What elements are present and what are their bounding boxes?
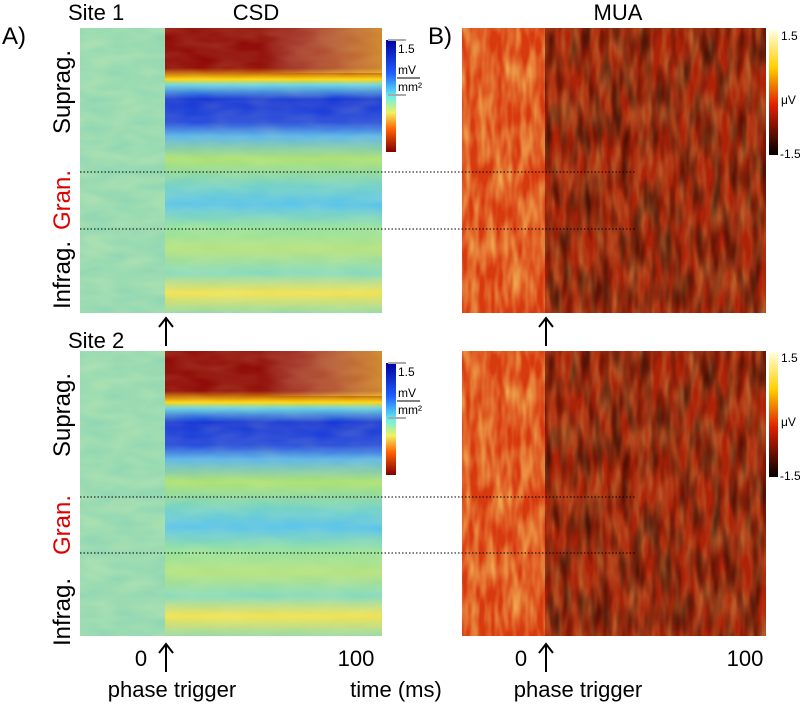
- trigger-arrow: [158, 316, 554, 672]
- colorbar-label: 1.5: [781, 351, 798, 365]
- colorbar-label: mm²: [398, 80, 422, 94]
- colorbar-label: μV: [781, 93, 796, 107]
- colorbar-label: mV: [398, 63, 416, 77]
- colorbar-label: 1.5: [398, 42, 415, 56]
- trigger-label: phase trigger: [514, 677, 642, 702]
- x-tick-label: 0: [515, 646, 527, 671]
- panel-label: B): [428, 23, 452, 50]
- csd-heatmap: [80, 28, 382, 313]
- x-tick-label: 100: [727, 646, 764, 671]
- layer-boundary: [80, 171, 635, 554]
- layer-label: Infrag.: [49, 241, 76, 309]
- colorbar-label: mm²: [398, 403, 422, 417]
- colorbar-label: -1.5: [780, 469, 800, 483]
- x-tick-label: 0: [135, 646, 147, 671]
- layer-label: Gran.: [49, 495, 76, 555]
- colorbar-label: 1.5: [398, 365, 415, 379]
- colorbar-label: -1.5: [780, 147, 800, 161]
- colorbar-label: 1.5: [781, 29, 798, 43]
- panel-label: A): [2, 23, 26, 50]
- mua-heatmap: [462, 351, 766, 636]
- layer-label: Suprag.: [49, 373, 76, 457]
- panel-title: MUA: [594, 0, 643, 25]
- panel-title: CSD: [233, 0, 279, 25]
- site-label: Site 1: [68, 0, 124, 25]
- site-label: Site 2: [68, 328, 124, 353]
- colorbar: [386, 30, 778, 477]
- layer-label: Suprag.: [49, 50, 76, 134]
- x-tick-label: 100: [338, 646, 375, 671]
- x-axis-label: time (ms): [350, 677, 442, 702]
- layer-label: Gran.: [49, 170, 76, 230]
- layer-label: Infrag.: [49, 578, 76, 646]
- csd-heatmap: [80, 351, 382, 636]
- mua-heatmap: [462, 28, 766, 313]
- colorbar-label: mV: [398, 386, 416, 400]
- trigger-label: phase trigger: [108, 677, 236, 702]
- colorbar-label: μV: [781, 415, 796, 429]
